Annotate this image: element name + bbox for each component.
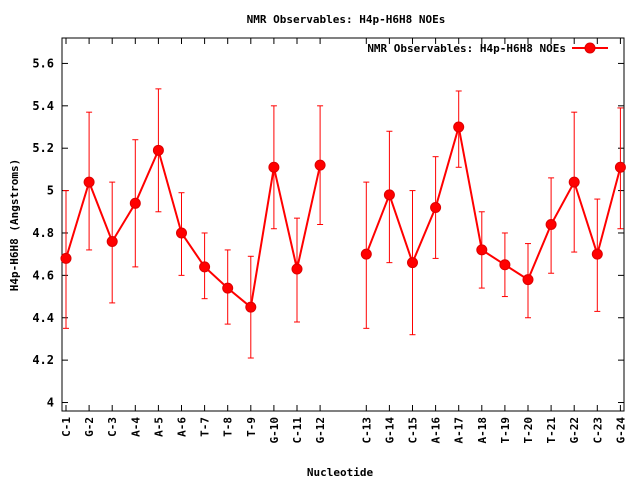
x-tick-label: A-6 (176, 417, 189, 437)
plot-frame (61, 37, 625, 412)
series-line-segment (365, 126, 622, 282)
data-point (176, 227, 187, 239)
x-tick-label: T-9 (245, 417, 258, 437)
series-layer (60, 88, 626, 359)
y-tick-label: 4 (47, 396, 54, 410)
data-point (545, 219, 557, 230)
x-tick-label: T-21 (545, 417, 558, 444)
x-tick-label: C-15 (407, 417, 420, 444)
data-point (499, 259, 511, 271)
data-point (199, 261, 211, 273)
data-point (60, 252, 72, 264)
x-tick-label: G-10 (268, 417, 281, 444)
y-tick-label: 4.4 (32, 311, 54, 325)
data-point (129, 197, 141, 209)
y-tick-label: 5.6 (32, 56, 54, 70)
y-axis-label: H4p-H6H8 (Angstroms) (8, 159, 21, 291)
x-tick-label: A-4 (129, 417, 142, 437)
x-tick-label: T-19 (499, 417, 512, 444)
x-tick-label: G-14 (383, 417, 396, 444)
x-tick-label: C-3 (106, 417, 119, 437)
x-tick-label: C-13 (360, 417, 373, 444)
x-tick-label: A-17 (453, 417, 466, 444)
data-point (614, 161, 626, 173)
data-point (83, 176, 95, 188)
y-tick-label: 4.6 (32, 268, 54, 282)
data-point (291, 263, 303, 275)
y-tick-label: 5 (47, 184, 54, 198)
legend: NMR Observables: H4p-H6H8 NOEs (367, 42, 608, 55)
data-point (476, 244, 488, 256)
x-tick-label: G-24 (614, 417, 627, 444)
data-point (268, 161, 280, 173)
data-point (522, 274, 534, 286)
data-point (591, 248, 603, 260)
x-tick-label: G-2 (83, 417, 96, 437)
data-point (245, 301, 257, 313)
y-tick-label: 4.2 (32, 353, 54, 367)
x-tick-label: T-7 (199, 417, 212, 437)
data-point (430, 202, 442, 214)
x-tick-label: A-16 (430, 417, 443, 444)
x-tick-label: T-8 (222, 417, 235, 437)
y-axis: 4 4.2 4.4 4.6 4.8 5 5.2 5.4 5.6 (32, 56, 624, 410)
x-tick-label: C-23 (591, 417, 604, 444)
legend-marker (584, 42, 596, 54)
data-point (314, 159, 326, 171)
x-tick-label: C-11 (291, 417, 304, 444)
data-point (222, 282, 234, 294)
x-tick-label: G-22 (568, 417, 581, 444)
data-point (106, 235, 118, 247)
x-tick-label: A-18 (476, 417, 489, 444)
data-point (152, 144, 164, 156)
x-tick-label: A-5 (152, 417, 165, 437)
y-tick-label: 5.2 (32, 141, 54, 155)
x-tick-label: G-12 (314, 417, 327, 444)
data-point (453, 121, 465, 133)
chart-title: NMR Observables: H4p-H6H8 NOEs (247, 13, 446, 26)
data-point (568, 176, 580, 188)
y-tick-label: 4.8 (32, 226, 54, 240)
data-point (407, 257, 418, 269)
y-tick-label: 5.4 (32, 99, 54, 113)
x-tick-label: C-1 (60, 417, 73, 437)
x-axis-label: Nucleotide (307, 466, 374, 479)
legend-label: NMR Observables: H4p-H6H8 NOEs (367, 42, 566, 55)
series-line-segment (65, 147, 322, 310)
data-point (383, 189, 395, 201)
x-tick-label: T-20 (522, 417, 535, 444)
data-point (360, 248, 372, 260)
x-axis: C-1 G-2 C-3 A-4 A-5 A-6 T-7 T-8 T-9 G-10 C-11 G-12 C… (60, 38, 627, 444)
